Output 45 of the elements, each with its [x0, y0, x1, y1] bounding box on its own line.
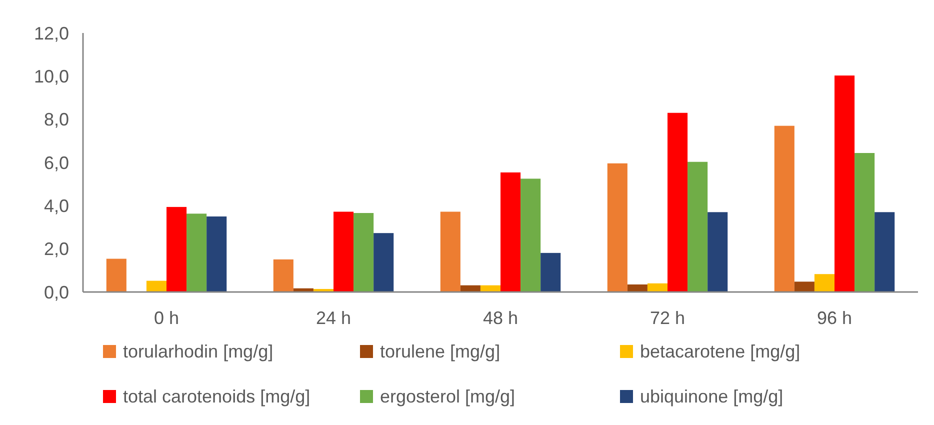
bar [854, 153, 875, 292]
bar [273, 259, 294, 292]
bar [874, 212, 895, 292]
x-tick-label: 0 h [154, 308, 180, 328]
legend-label: ubiquinone [mg/g] [640, 386, 784, 406]
x-tick-label: 24 h [316, 308, 352, 328]
y-tick-label: 6,0 [44, 152, 69, 173]
bar [627, 284, 648, 292]
bar [480, 285, 500, 292]
legend-label: ergosterol [mg/g] [380, 386, 516, 406]
bar [794, 282, 814, 292]
y-tick-label: 0,0 [44, 282, 69, 302]
legend-label: torularhodin [mg/g] [123, 341, 274, 362]
y-tick-label: 2,0 [44, 239, 69, 260]
bar [668, 112, 688, 292]
bar [440, 212, 460, 292]
y-tick-label: 4,0 [44, 196, 69, 216]
bar [354, 213, 374, 292]
bar [146, 280, 166, 292]
bar [374, 233, 394, 292]
bar [814, 274, 834, 292]
y-tick-label: 8,0 [44, 110, 69, 130]
bar [688, 162, 708, 292]
x-tick-label: 72 h [650, 308, 686, 328]
bar [206, 216, 227, 292]
bar [166, 206, 187, 292]
bar [708, 212, 728, 292]
legend-label: total carotenoids [mg/g] [123, 386, 310, 406]
x-tick-label: 96 h [816, 308, 852, 328]
legend-label: betacarotene [mg/g] [640, 341, 800, 362]
bar [500, 172, 521, 292]
bar [774, 126, 794, 292]
bar [607, 163, 628, 292]
bar [834, 76, 855, 292]
bar [520, 178, 541, 292]
bar [540, 252, 561, 292]
legend-label: torulene [mg/g] [380, 341, 500, 362]
x-tick-label: 48 h [482, 308, 518, 328]
y-tick-label: 12,0 [34, 23, 69, 44]
bar [334, 212, 354, 292]
y-tick-label: 10,0 [34, 66, 69, 86]
bar [460, 285, 480, 292]
bar [647, 283, 668, 292]
bar [186, 214, 207, 292]
bar [106, 258, 126, 292]
